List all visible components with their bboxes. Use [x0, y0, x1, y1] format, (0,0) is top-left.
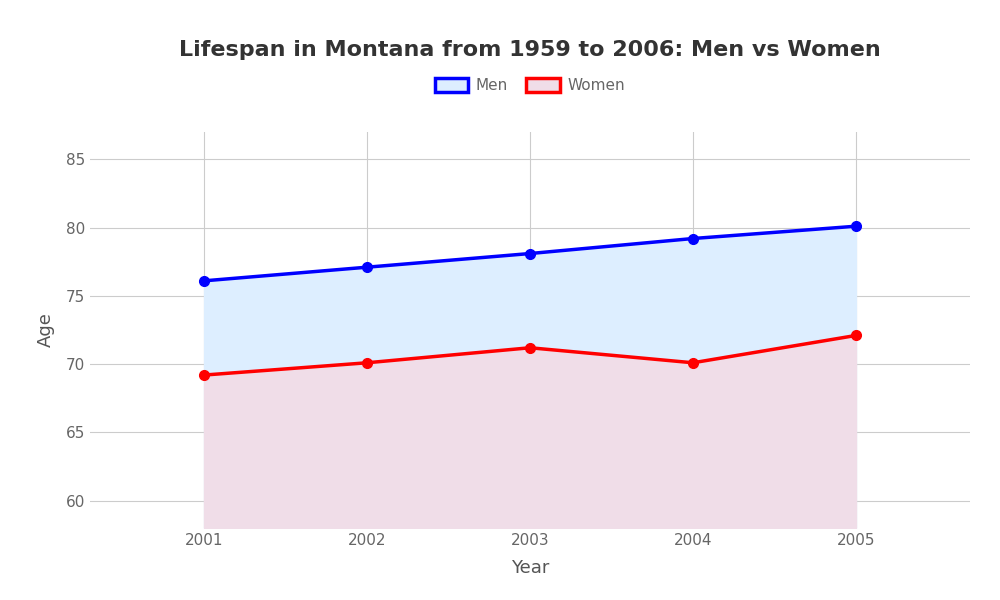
Title: Lifespan in Montana from 1959 to 2006: Men vs Women: Lifespan in Montana from 1959 to 2006: M… [179, 40, 881, 59]
Legend: Men, Women: Men, Women [429, 73, 631, 100]
X-axis label: Year: Year [511, 559, 549, 577]
Y-axis label: Age: Age [37, 313, 55, 347]
